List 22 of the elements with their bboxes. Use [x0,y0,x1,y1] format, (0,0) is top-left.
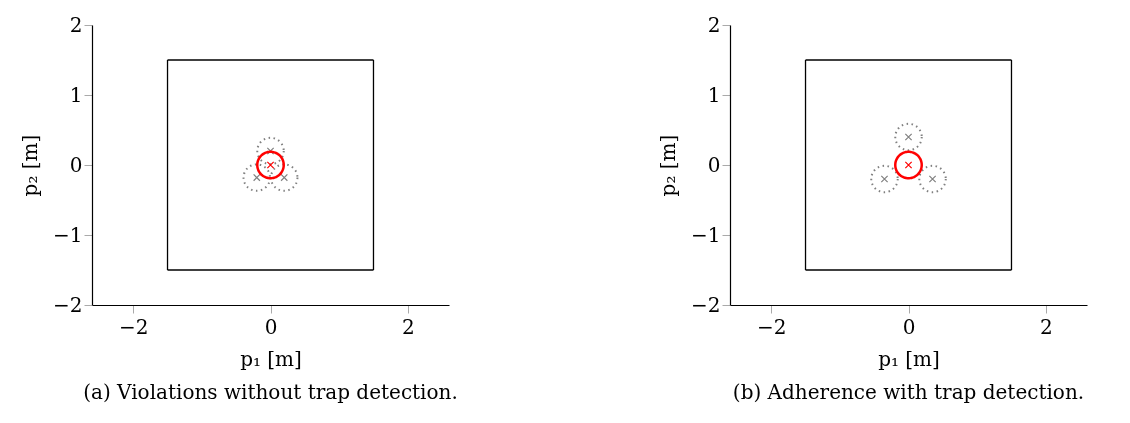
x-tick-label: 0 [264,314,278,339]
y-axis-title: p₂ [m] [656,134,681,197]
x-tick-label: 2 [401,314,415,339]
y-tick-label: 1 [69,82,83,107]
x-tick-label: −2 [756,314,787,339]
y-tick-label: −2 [53,292,83,317]
y-tick-label: −1 [691,222,721,247]
y-tick-label: 2 [707,12,721,37]
text: (a) Violations without trap detection. [83,380,458,404]
x-tick-label: 0 [902,314,916,339]
y-axis-title: p₂ [m] [18,134,43,197]
y-tick-label: 0 [707,152,721,177]
text: (b) Adherence with trap detection. [732,380,1085,404]
y-tick-label: 2 [69,12,83,37]
x-axis-title: p₁ [m] [240,346,302,371]
x-tick-label: −2 [118,314,149,339]
y-tick-label: 0 [69,152,83,177]
y-tick-label: −2 [691,292,721,317]
y-tick-label: −1 [53,222,83,247]
x-tick-label: 2 [1039,314,1053,339]
x-axis-title: p₁ [m] [878,346,940,371]
y-tick-label: 1 [707,82,721,107]
